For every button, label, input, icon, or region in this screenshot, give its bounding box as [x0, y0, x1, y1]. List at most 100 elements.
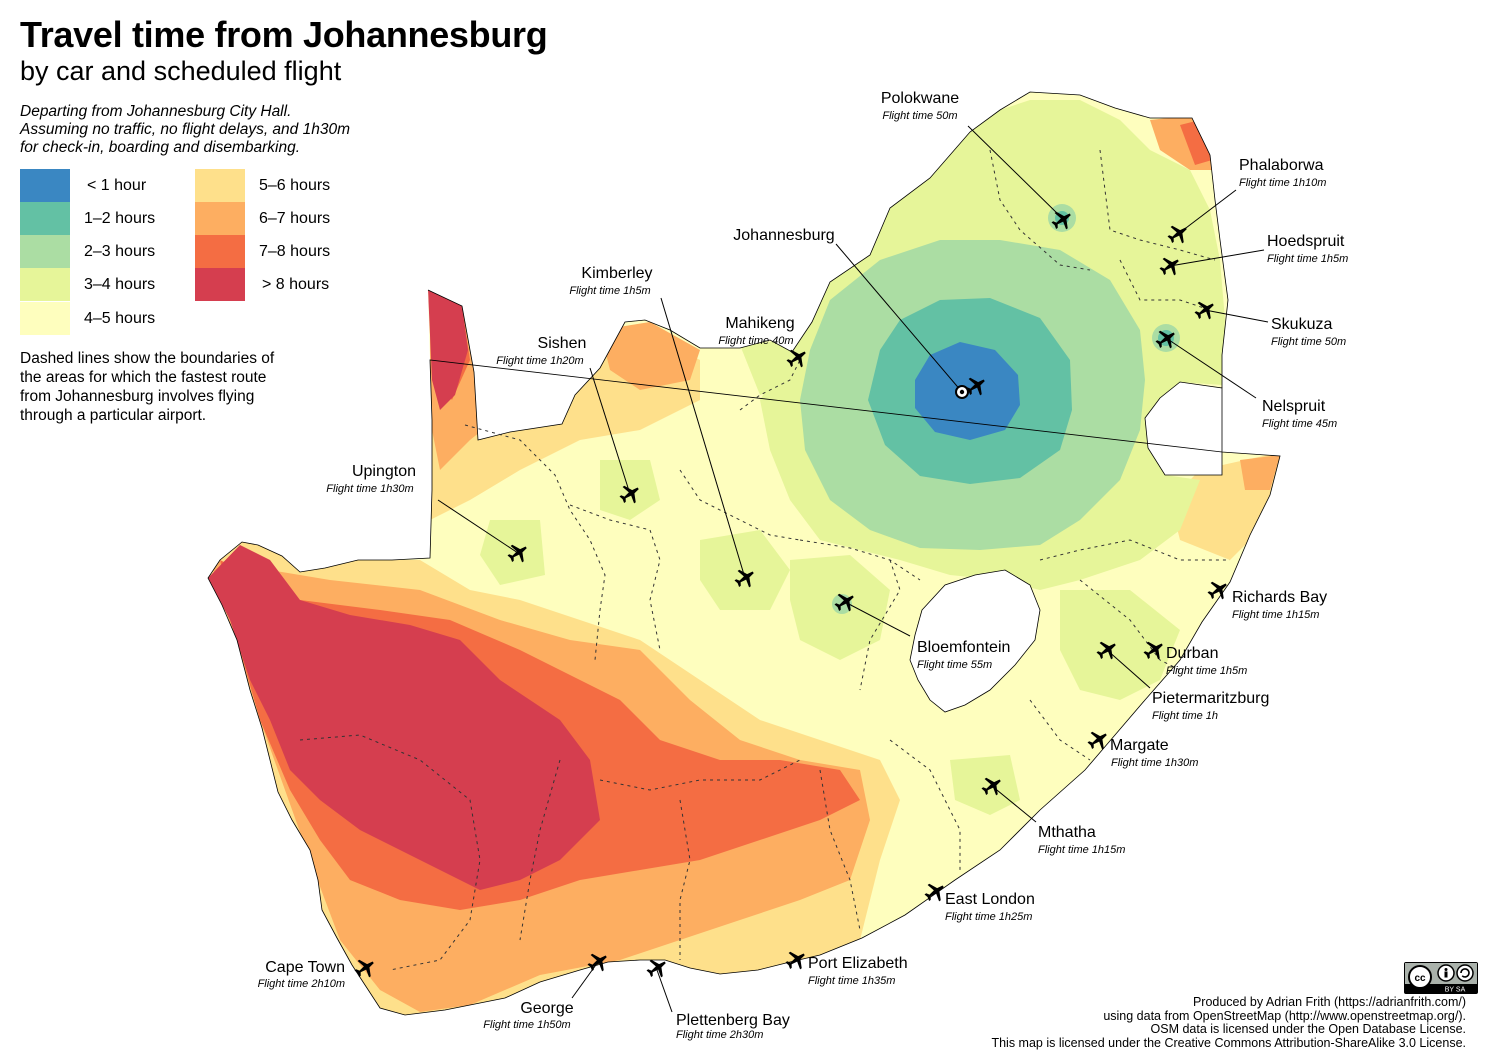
airport-marker-margate[interactable]	[1084, 726, 1112, 754]
airplane-icon	[587, 953, 607, 972]
airport-label-sishen[interactable]: Sishen Flight time 1h20m	[496, 335, 586, 367]
svg-text:Flight time 1h5m: Flight time 1h5m	[1166, 665, 1247, 677]
legend-item: 5–6 hours	[195, 169, 330, 202]
airport-label-margate[interactable]: Margate Flight time 1h30m	[1110, 737, 1198, 769]
legend-item: 3–4 hours	[20, 268, 155, 301]
airport-marker-port-elizabeth[interactable]	[782, 946, 810, 974]
zone-3-4-hours	[700, 530, 790, 610]
airport-label-hoedspruit[interactable]: Hoedspruit Flight time 1h5m	[1267, 233, 1348, 265]
airplane-icon	[1087, 731, 1107, 750]
airport-label-mthatha[interactable]: Mthatha Flight time 1h15m	[1038, 824, 1125, 856]
catchment-boundary	[299, 734, 481, 971]
svg-text:Plettenberg Bay: Plettenberg Bay	[676, 1012, 790, 1029]
airport-label-bloemfontein[interactable]: Bloemfontein Flight time 55m	[917, 639, 1010, 671]
zone-over-8-hours	[208, 545, 600, 890]
country-outline	[207, 91, 1281, 1016]
airport-label-george[interactable]: George Flight time 1h50m	[483, 1000, 574, 1031]
legend-label: 1–2 hours	[84, 209, 156, 227]
zone-over-8-hours	[428, 290, 468, 410]
svg-text:Flight time 1h5m: Flight time 1h5m	[569, 285, 650, 297]
catchment-boundary	[1029, 699, 1091, 761]
airport-label-durban[interactable]: Durban Flight time 1h5m	[1166, 645, 1247, 677]
svg-text:Flight time 1h50m: Flight time 1h50m	[483, 1019, 570, 1031]
legend-swatch	[20, 302, 70, 335]
catchment-boundary	[464, 424, 606, 661]
airport-marker-durban[interactable]	[1140, 636, 1168, 664]
legend-label: 6–7 hours	[259, 209, 331, 227]
leader-line	[1106, 649, 1151, 689]
airport-catchment-boundaries	[299, 149, 1230, 971]
svg-text:Flight time 1h30m: Flight time 1h30m	[1111, 757, 1198, 769]
airport-marker-east-london[interactable]	[921, 878, 949, 906]
credit-line: Produced by Adrian Frith (https://adrian…	[1192, 995, 1466, 1009]
airport-marker-cape-town[interactable]	[351, 954, 379, 982]
catchment-boundary	[1039, 539, 1230, 561]
airport-marker-polokwane[interactable]	[1048, 206, 1076, 234]
cc-badge-graphic: cc BY SA	[1405, 963, 1477, 994]
legend-item: 1–2 hours	[20, 202, 155, 235]
airport-labels: Johannesburg Polokwane Flight time 50m P…	[258, 90, 1349, 1041]
airport-marker-mahikeng[interactable]	[783, 344, 811, 372]
airport-marker-nelspruit[interactable]	[1152, 325, 1180, 353]
boundary-explanation: Dashed lines show the boundaries of the …	[20, 349, 320, 425]
legend-swatch	[195, 202, 245, 235]
legend-label: 7–8 hours	[259, 242, 331, 260]
airport-marker-phalaborwa[interactable]	[1164, 220, 1192, 248]
legend-label: 2–3 hours	[84, 242, 156, 260]
airplane-icon	[354, 959, 374, 978]
airplane-icon	[1159, 257, 1179, 276]
airport-label-richards-bay[interactable]: Richards Bay Flight time 1h15m	[1232, 589, 1327, 621]
airport-marker-mthatha[interactable]	[978, 772, 1006, 800]
legend-swatch	[195, 235, 245, 268]
airport-marker-sishen[interactable]	[616, 480, 644, 508]
airport-marker-upington[interactable]	[504, 539, 532, 567]
svg-text:Flight time 1h15m: Flight time 1h15m	[1232, 609, 1319, 621]
credit-line: using data from OpenStreetMap (http://ww…	[1103, 1008, 1466, 1023]
airport-marker-johannesburg[interactable]	[962, 372, 990, 400]
airport-label-plettenberg-bay[interactable]: Plettenberg Bay Flight time 2h30m	[676, 1012, 790, 1041]
airport-marker-plettenberg-bay[interactable]	[643, 954, 671, 982]
credit-line: OSM data is licensed under the Open Data…	[1150, 1022, 1466, 1036]
airport-marker-skukuza[interactable]	[1191, 296, 1219, 324]
svg-text:Cape Town: Cape Town	[265, 959, 345, 976]
airport-label-mahikeng[interactable]: Mahikeng Flight time 40m	[718, 315, 794, 347]
airport-label-cape-town[interactable]: Cape Town Flight time 2h10m	[258, 959, 345, 990]
map-title: Travel time from Johannesburg	[20, 14, 548, 55]
airport-label-east-london[interactable]: East London Flight time 1h25m	[945, 891, 1035, 923]
airplane-icon	[1194, 301, 1214, 320]
airport-marker-bloemfontein[interactable]	[831, 588, 859, 616]
svg-text:Flight time 1h20m: Flight time 1h20m	[496, 355, 583, 367]
airport-marker-george[interactable]	[584, 948, 612, 976]
legend-swatch	[20, 169, 70, 202]
airport-label-skukuza[interactable]: Skukuza Flight time 50m	[1271, 316, 1346, 348]
airport-label-polokwane[interactable]: Polokwane Flight time 50m	[881, 90, 959, 122]
lesotho	[909, 569, 1041, 713]
origin-marker[interactable]	[955, 385, 969, 399]
legend-item: 7–8 hours	[195, 235, 330, 268]
airport-marker-richards-bay[interactable]	[1204, 576, 1232, 604]
legend-label: < 1 hour	[87, 176, 147, 194]
cc-by-sa-icon[interactable]: cc BY SA	[1404, 962, 1478, 994]
airport-label-pietermaritzburg[interactable]: Pietermaritzburg Flight time 1h	[1152, 690, 1269, 722]
svg-text:Richards Bay: Richards Bay	[1232, 589, 1327, 606]
airport-marker-pietermaritzburg[interactable]	[1093, 636, 1121, 664]
airport-label-nelspruit[interactable]: Nelspruit Flight time 45m	[1262, 398, 1337, 430]
airport-label-upington[interactable]: Upington Flight time 1h30m	[326, 463, 416, 495]
legend-item: 6–7 hours	[195, 202, 330, 235]
catchment-boundary	[859, 559, 901, 691]
airplane-icon	[507, 544, 527, 563]
legend-swatch	[20, 235, 70, 268]
leader-line	[835, 243, 963, 393]
airport-label-port-elizabeth[interactable]: Port Elizabeth Flight time 1h35m	[808, 955, 908, 987]
leader-line	[660, 297, 746, 579]
airport-marker-kimberley[interactable]	[731, 564, 759, 592]
svg-text:Flight time 1h25m: Flight time 1h25m	[945, 911, 1032, 923]
airport-label-kimberley[interactable]: Kimberley Flight time 1h5m	[569, 265, 652, 297]
svg-text:Upington: Upington	[352, 463, 416, 480]
leader-line	[844, 601, 911, 637]
airport-label-phalaborwa[interactable]: Phalaborwa Flight time 1h10m	[1239, 157, 1326, 189]
airport-marker-hoedspruit[interactable]	[1156, 252, 1184, 280]
svg-text:Flight time 45m: Flight time 45m	[1262, 418, 1337, 430]
leader-line	[1165, 337, 1257, 399]
